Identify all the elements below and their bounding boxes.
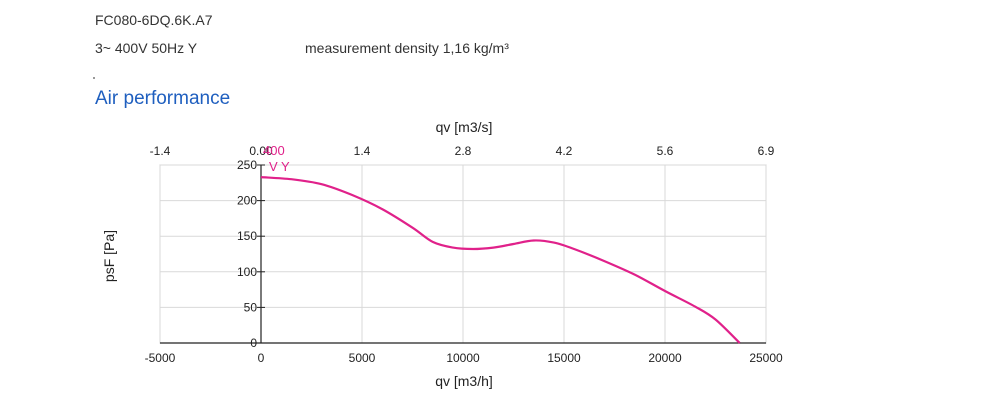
supply-info: 3~ 400V 50Hz Y [95, 40, 198, 56]
x2-tick-label: 0.00 [249, 144, 273, 158]
x-tick-label: 5000 [349, 351, 376, 365]
series-label-bottom: V Y [269, 159, 290, 174]
x2-axis-title: qv [m3/s] [436, 119, 493, 135]
y-axis-title: psF [Pa] [101, 230, 117, 282]
y-tick-label: 250 [237, 158, 257, 172]
section-title: Air performance [95, 88, 231, 109]
x2-tick-label: 1.4 [354, 144, 371, 158]
y-tick-label: 150 [237, 229, 257, 243]
x2-tick-label: -1.4 [150, 144, 171, 158]
x-tick-label: 0 [258, 351, 265, 365]
y-tick-label: 100 [237, 265, 257, 279]
series-line [260, 176, 741, 344]
x-axis-title: qv [m3/h] [435, 373, 493, 389]
x2-tick-label: 4.2 [556, 144, 573, 158]
model-name: FC080-6DQ.6K.A7 [95, 12, 213, 28]
x2-tick-label: 5.6 [657, 144, 674, 158]
separator-dot [93, 77, 95, 79]
y-tick-label: 200 [237, 194, 257, 208]
series-label-top: 400 [263, 143, 285, 158]
x-tick-label: -5000 [145, 351, 176, 365]
chart-grid [159, 164, 767, 344]
measurement-density: measurement density 1,16 kg/m³ [305, 40, 509, 56]
x-tick-label: 15000 [547, 351, 581, 365]
x-tick-label: 10000 [446, 351, 480, 365]
y-tick-label: 50 [244, 300, 258, 314]
x-tick-label: 20000 [648, 351, 682, 365]
x2-tick-label: 2.8 [455, 144, 472, 158]
x2-tick-label: 6.9 [758, 144, 775, 158]
y-tick-label: 0 [250, 336, 257, 350]
x-tick-label: 25000 [749, 351, 783, 365]
